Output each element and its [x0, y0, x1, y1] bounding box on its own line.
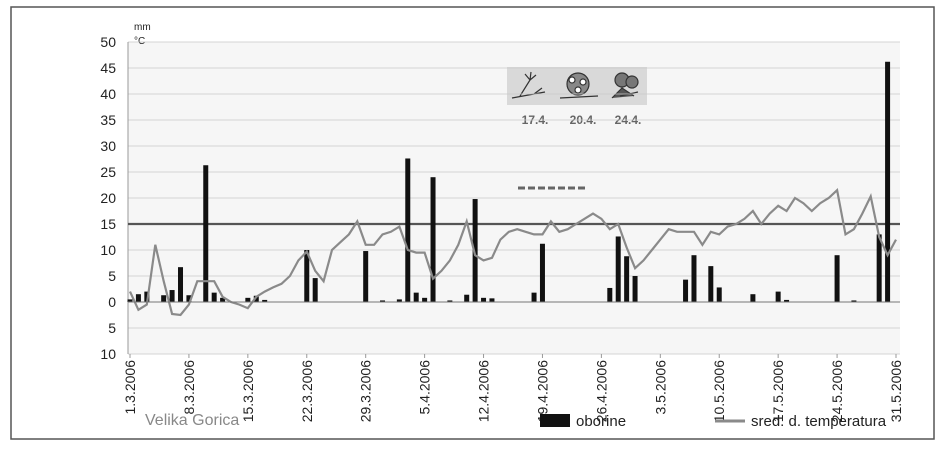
bar — [877, 234, 882, 302]
x-tick-label: 10.5.2006 — [711, 360, 727, 422]
y-tick-label: 5 — [108, 268, 116, 284]
y-tick-label: 20 — [100, 190, 116, 206]
x-tick-label: 29.3.2006 — [358, 360, 374, 422]
bar — [489, 298, 494, 302]
x-tick-label: 31.5.2006 — [888, 360, 904, 422]
legend-label: sred. d. temperatura — [751, 413, 887, 430]
bar — [885, 62, 890, 302]
bar — [532, 293, 537, 302]
unit-label: mm — [134, 22, 151, 33]
bar — [363, 251, 368, 302]
bar — [717, 287, 722, 302]
x-tick-label: 15.3.2006 — [240, 360, 256, 422]
flower-icons — [507, 67, 647, 105]
bar — [245, 298, 250, 302]
bar — [616, 236, 621, 302]
bar — [633, 276, 638, 302]
y-tick-label: 5 — [108, 320, 116, 336]
bar — [835, 255, 840, 302]
bar — [540, 244, 545, 302]
bar — [624, 256, 629, 302]
unit-label: °C — [134, 36, 145, 47]
bar — [422, 298, 427, 302]
y-tick-label: 10 — [100, 346, 116, 362]
x-tick-label: 5.4.2006 — [417, 360, 433, 415]
bar — [136, 294, 141, 302]
y-tick-label: 45 — [100, 60, 116, 76]
y-tick-label: 35 — [100, 112, 116, 128]
legend-swatch — [540, 414, 570, 427]
y-tick-label: 10 — [100, 242, 116, 258]
y-tick-label: 30 — [100, 138, 116, 154]
y-tick-label: 25 — [100, 164, 116, 180]
legend-label: oborine — [576, 413, 626, 430]
bar — [161, 295, 166, 302]
bar — [776, 292, 781, 302]
x-tick-label: 1.3.2006 — [122, 360, 138, 415]
chart: mm °C 17.4. 20.4. 24.4. Velika Gorica 10… — [0, 0, 945, 444]
bar — [212, 293, 217, 302]
bar — [464, 295, 469, 302]
x-tick-label: 8.3.2006 — [181, 360, 197, 415]
page: mm °C 17.4. 20.4. 24.4. Velika Gorica 10… — [0, 0, 945, 449]
bar — [691, 255, 696, 302]
y-tick-label: 50 — [100, 34, 116, 50]
bar — [683, 280, 688, 302]
bar — [178, 267, 183, 302]
x-tick-label: 19.4.2006 — [534, 360, 550, 422]
bar — [607, 288, 612, 302]
x-tick-label: 3.5.2006 — [652, 360, 668, 415]
y-tick-label: 40 — [100, 86, 116, 102]
bar — [414, 293, 419, 302]
bar — [481, 298, 486, 302]
bar — [313, 278, 318, 302]
x-tick-label: 22.3.2006 — [299, 360, 315, 422]
x-tick-label: 12.4.2006 — [476, 360, 492, 422]
bar — [708, 266, 713, 302]
y-tick-label: 0 — [108, 294, 116, 310]
bar — [170, 290, 175, 302]
bar — [405, 158, 410, 302]
bar — [750, 294, 755, 302]
y-tick-label: 15 — [100, 216, 116, 232]
bar — [431, 177, 436, 302]
